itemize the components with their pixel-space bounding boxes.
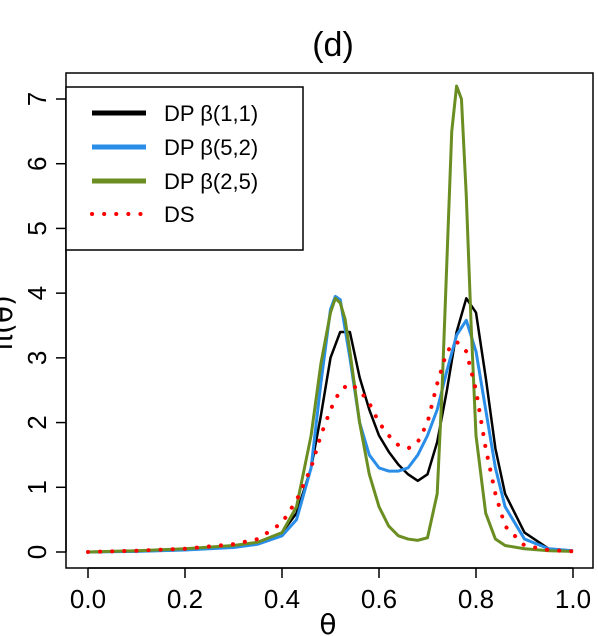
y-tick-label: 6 — [22, 156, 52, 170]
plot-frame — [65, 72, 594, 569]
series-line-3 — [86, 338, 575, 554]
x-tick-label: 0.4 — [264, 584, 300, 614]
legend-label-0: DP β(1,1) — [164, 101, 258, 126]
legend-label-3: DS — [164, 202, 195, 227]
series-line-1 — [87, 294, 574, 554]
x-tick-label: 1.0 — [555, 584, 591, 614]
y-axis-title: π(θ) — [0, 295, 19, 351]
x-tick-label: 0.8 — [458, 584, 494, 614]
legend-label-1: DP β(5,2) — [164, 135, 258, 160]
x-tick-label: 0.6 — [361, 584, 397, 614]
y-tick-label: 1 — [22, 480, 52, 494]
chart-title: (d) — [312, 26, 354, 64]
y-tick-label: 3 — [22, 351, 52, 365]
x-tick-label: 0.0 — [70, 584, 106, 614]
axes: 0.0 0.2 0.4 0.6 0.8 1.0 0 1 2 3 4 5 6 7 — [22, 92, 591, 614]
y-tick-label: 5 — [22, 221, 52, 235]
x-axis-title: θ — [319, 608, 336, 636]
legend-label-2: DP β(2,5) — [164, 169, 258, 194]
y-tick-label: 4 — [22, 286, 52, 300]
x-tick-label: 0.2 — [167, 584, 203, 614]
series-lines — [86, 84, 575, 554]
legend: DP β(1,1) DP β(5,2) DP β(2,5) DS — [65, 86, 304, 251]
y-tick-label: 0 — [22, 545, 52, 559]
y-tick-label: 2 — [22, 415, 52, 429]
y-tick-label: 7 — [22, 92, 52, 106]
series-line-0 — [87, 297, 574, 554]
series-line-2 — [87, 84, 574, 554]
